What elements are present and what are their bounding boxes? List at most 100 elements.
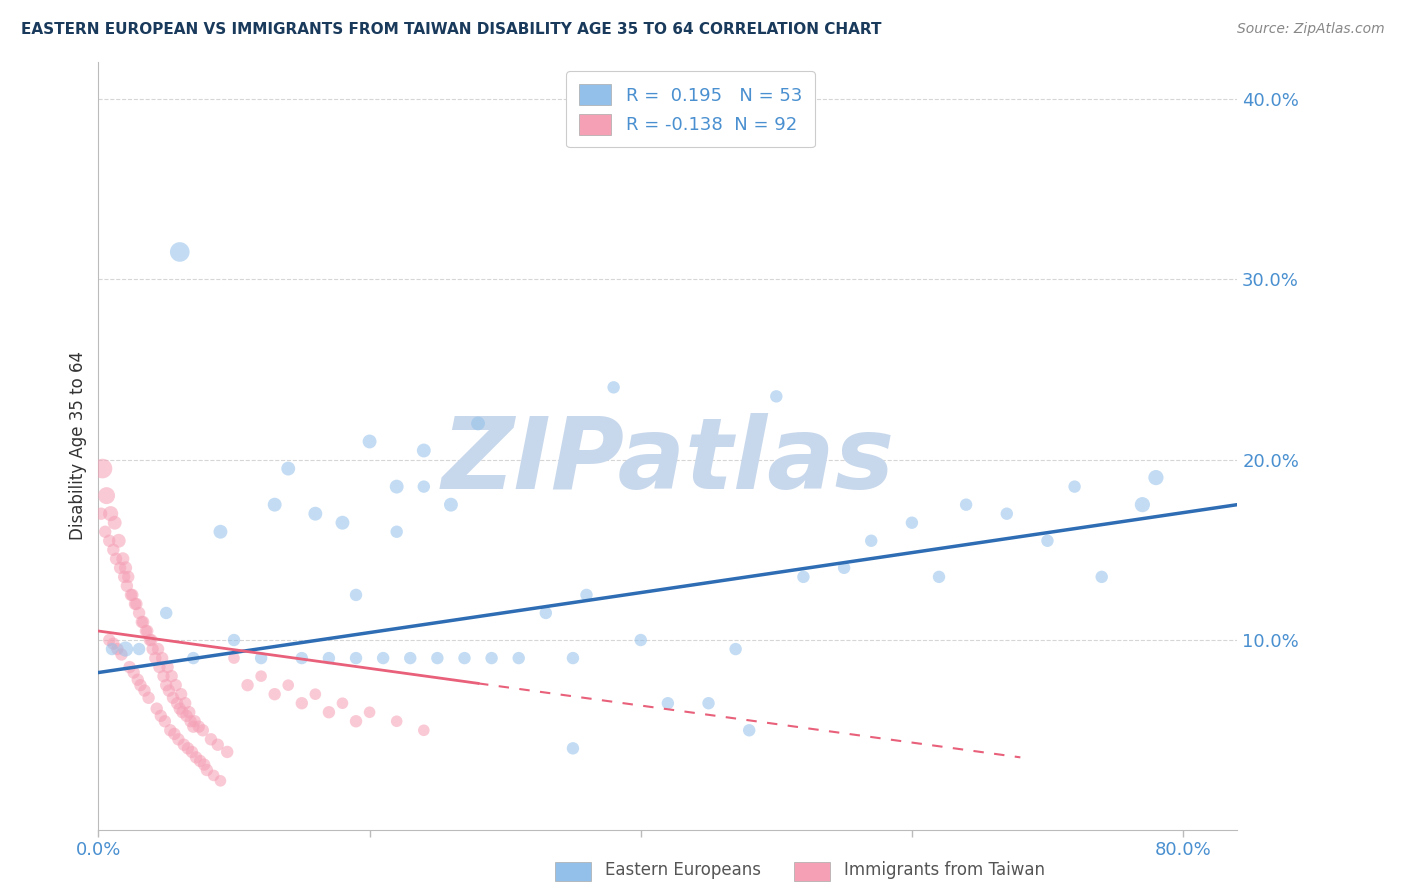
Point xyxy=(901,516,924,530)
Point xyxy=(602,380,624,394)
Point xyxy=(1132,498,1154,512)
Point xyxy=(630,633,652,648)
Point xyxy=(115,579,138,593)
Point xyxy=(187,720,209,734)
Point xyxy=(250,669,273,683)
Point xyxy=(344,588,367,602)
Point xyxy=(128,642,150,657)
Point xyxy=(562,741,585,756)
Point xyxy=(236,678,259,692)
Point xyxy=(96,489,118,503)
Point xyxy=(176,709,198,723)
Point xyxy=(135,624,157,638)
Point xyxy=(141,633,163,648)
Point xyxy=(179,705,201,719)
Point xyxy=(118,660,141,674)
Text: ZIPatlas: ZIPatlas xyxy=(441,413,894,510)
Point xyxy=(152,669,174,683)
Point xyxy=(149,709,172,723)
Text: Immigrants from Taiwan: Immigrants from Taiwan xyxy=(844,861,1045,879)
Point xyxy=(90,507,112,521)
Point xyxy=(344,714,367,729)
Point xyxy=(110,648,132,662)
Point xyxy=(103,637,125,651)
Point xyxy=(114,642,136,657)
Point xyxy=(277,678,299,692)
Point xyxy=(136,624,159,638)
Point xyxy=(174,696,197,710)
Point xyxy=(138,690,160,705)
Point xyxy=(127,673,149,687)
Point xyxy=(134,683,156,698)
Point xyxy=(162,690,184,705)
Point xyxy=(122,665,145,680)
Point xyxy=(304,687,326,701)
Point xyxy=(173,738,195,752)
Point xyxy=(108,561,131,575)
Point xyxy=(120,588,142,602)
Point xyxy=(114,561,136,575)
Point xyxy=(183,720,205,734)
Point xyxy=(111,551,134,566)
Point xyxy=(1036,533,1059,548)
Point xyxy=(121,588,143,602)
Point xyxy=(191,723,214,738)
Point xyxy=(399,651,422,665)
Point xyxy=(222,633,245,648)
Point xyxy=(332,696,354,710)
Point xyxy=(250,651,273,665)
Point xyxy=(139,633,162,648)
Point xyxy=(222,651,245,665)
Point xyxy=(107,642,129,657)
Point xyxy=(304,507,326,521)
Point xyxy=(575,588,598,602)
Point xyxy=(112,570,135,584)
Point xyxy=(657,696,679,710)
Point xyxy=(167,732,190,747)
Point xyxy=(170,687,193,701)
Point xyxy=(172,705,194,719)
Point xyxy=(166,696,188,710)
Point xyxy=(105,551,128,566)
Y-axis label: Disability Age 35 to 64: Disability Age 35 to 64 xyxy=(69,351,87,541)
Point xyxy=(738,723,761,738)
Point xyxy=(103,542,125,557)
Point xyxy=(184,750,207,764)
Point xyxy=(995,507,1018,521)
Point xyxy=(98,633,121,648)
Point xyxy=(117,570,139,584)
Point xyxy=(291,696,314,710)
Legend: R =  0.195   N = 53, R = -0.138  N = 92: R = 0.195 N = 53, R = -0.138 N = 92 xyxy=(567,71,815,147)
Point xyxy=(209,524,232,539)
Point xyxy=(412,480,434,494)
Text: Source: ZipAtlas.com: Source: ZipAtlas.com xyxy=(1237,22,1385,37)
Point xyxy=(860,533,883,548)
Point xyxy=(163,727,186,741)
Point xyxy=(359,705,381,719)
Point xyxy=(1091,570,1114,584)
Point xyxy=(128,606,150,620)
Point xyxy=(155,606,177,620)
Point xyxy=(150,651,173,665)
Point xyxy=(177,741,200,756)
Point xyxy=(160,669,183,683)
Point xyxy=(318,651,340,665)
Point xyxy=(131,615,153,629)
Point xyxy=(412,443,434,458)
Text: Eastern Europeans: Eastern Europeans xyxy=(605,861,761,879)
Point xyxy=(195,763,218,777)
Point xyxy=(94,524,117,539)
Point xyxy=(132,615,155,629)
Point xyxy=(156,660,179,674)
Point xyxy=(371,651,394,665)
Point xyxy=(157,683,180,698)
Point xyxy=(155,678,177,692)
Point xyxy=(200,732,222,747)
Point xyxy=(145,651,167,665)
Point xyxy=(724,642,747,657)
Point xyxy=(145,701,167,715)
Point xyxy=(188,754,211,768)
Point xyxy=(263,498,285,512)
Point xyxy=(332,516,354,530)
Point xyxy=(129,678,152,692)
